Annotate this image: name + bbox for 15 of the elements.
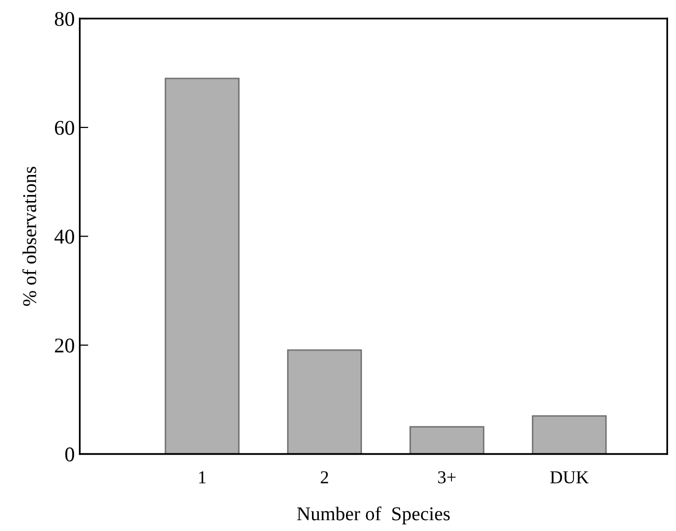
- y-tick-label: 80: [54, 12, 74, 26]
- y-tick-label: 40: [54, 230, 74, 244]
- bar: [164, 78, 240, 454]
- bar: [532, 415, 607, 454]
- y-tick-label: 60: [54, 120, 74, 135]
- bar: [410, 426, 484, 454]
- bar: [287, 349, 362, 454]
- y-axis-title: % of observations: [22, 166, 36, 306]
- x-tick-label: DUK: [550, 471, 589, 484]
- x-tick-label: 2: [320, 471, 328, 484]
- x-tick-label: 3+: [438, 471, 456, 484]
- y-tick-label: 0: [65, 447, 74, 462]
- x-tick-label: 1: [199, 471, 206, 484]
- y-tick-label: 20: [54, 338, 74, 353]
- x-axis-title: Number of Species: [297, 506, 450, 524]
